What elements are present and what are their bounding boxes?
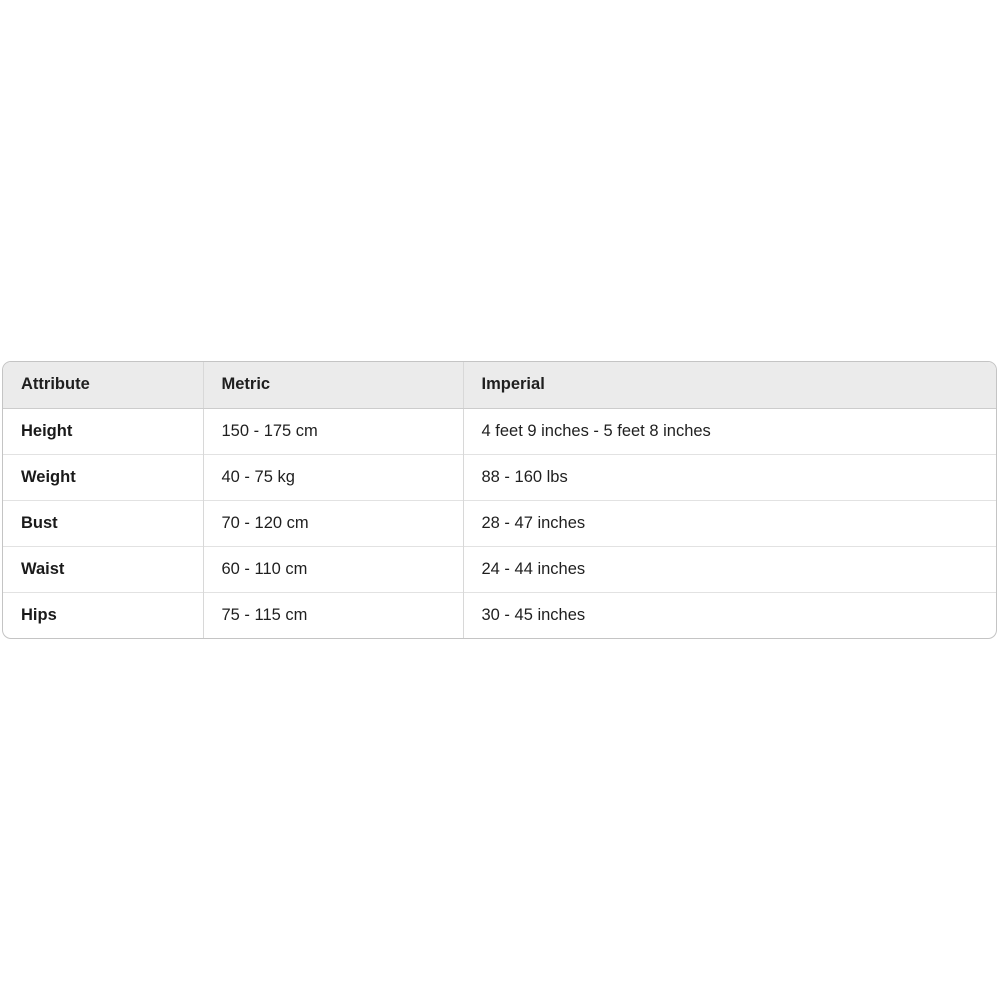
table-row-waist: Waist 60 - 110 cm 24 - 44 inches — [3, 545, 996, 592]
column-header-imperial: Imperial — [462, 362, 996, 409]
metric-cell: 40 - 75 kg — [202, 453, 463, 500]
measurement-table-card: Attribute Metric Imperial Height 150 - 1… — [2, 361, 997, 639]
column-header-metric: Metric — [202, 362, 463, 409]
metric-cell: 70 - 120 cm — [202, 499, 463, 546]
column-header-attribute: Attribute — [3, 362, 203, 409]
attribute-cell: Weight — [3, 453, 203, 500]
attribute-cell: Hips — [3, 591, 203, 638]
attribute-cell: Bust — [3, 499, 203, 546]
imperial-cell: 30 - 45 inches — [462, 591, 996, 638]
imperial-cell: 28 - 47 inches — [462, 499, 996, 546]
table-row-bust: Bust 70 - 120 cm 28 - 47 inches — [3, 499, 996, 546]
table-row-height: Height 150 - 175 cm 4 feet 9 inches - 5 … — [3, 408, 996, 454]
table-row-hips: Hips 75 - 115 cm 30 - 45 inches — [3, 591, 996, 638]
measurement-table: Attribute Metric Imperial Height 150 - 1… — [3, 362, 996, 638]
table-header-row: Attribute Metric Imperial — [3, 362, 996, 409]
table-row-weight: Weight 40 - 75 kg 88 - 160 lbs — [3, 453, 996, 500]
attribute-cell: Height — [21, 421, 73, 440]
metric-cell: 60 - 110 cm — [202, 545, 463, 592]
imperial-cell: 4 feet 9 inches - 5 feet 8 inches — [462, 408, 996, 454]
imperial-cell: 88 - 160 lbs — [462, 453, 996, 500]
metric-cell: 75 - 115 cm — [202, 591, 463, 638]
imperial-cell: 24 - 44 inches — [462, 545, 996, 592]
attribute-cell: Waist — [3, 545, 203, 592]
metric-cell: 150 - 175 cm — [202, 408, 463, 454]
